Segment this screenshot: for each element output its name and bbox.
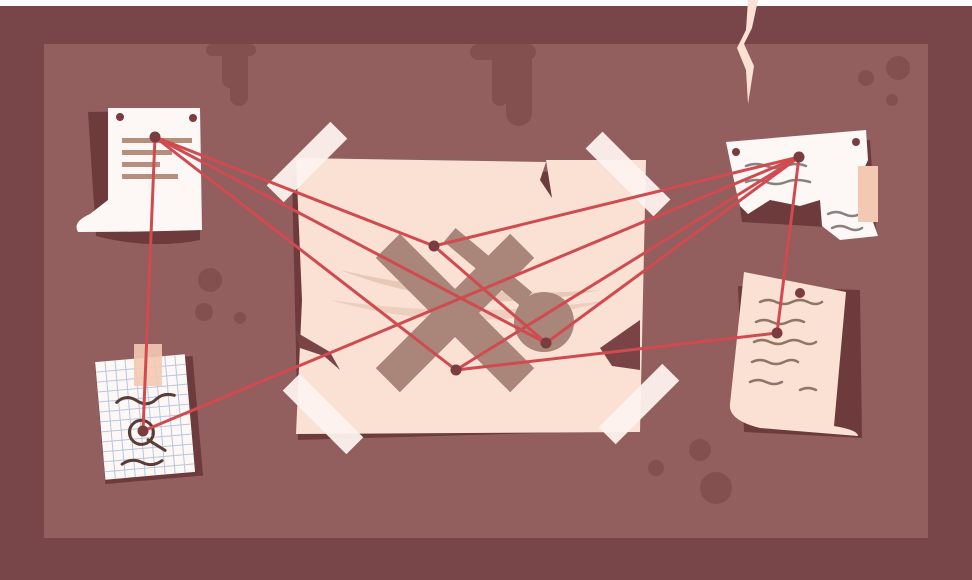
note-top-right [726, 130, 878, 240]
note-top-left [76, 108, 202, 245]
note-grid-paper [94, 344, 204, 485]
treasure-map [292, 158, 646, 440]
tape-icon [134, 344, 162, 386]
tape-icon [266, 121, 680, 455]
pin-icon [137, 131, 805, 437]
tape-icon [858, 166, 878, 222]
note-bottom-right [729, 272, 862, 438]
crack-icon [737, 0, 758, 104]
board-stains [195, 44, 910, 504]
red-string-connections [141, 135, 801, 433]
